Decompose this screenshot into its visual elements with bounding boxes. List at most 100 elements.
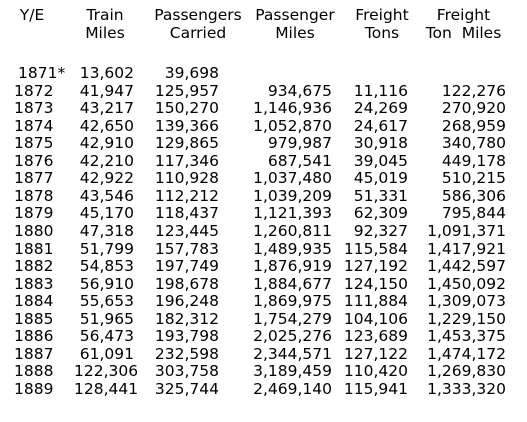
cell-train-miles: 45,170 (79, 204, 134, 223)
cell-passenger-miles: 1,754,279 (253, 309, 332, 328)
cell-year: 1886 (14, 327, 54, 346)
cell-train-miles: 54,853 (79, 257, 134, 276)
cell-train-miles: 51,965 (79, 309, 134, 328)
cell-year: 1882 (14, 257, 54, 276)
cell-year: 1880 (14, 221, 54, 240)
header-train-miles: Train Miles (85, 6, 125, 42)
cell-train-miles: 61,091 (79, 344, 134, 363)
cell-year: 1889 (14, 379, 54, 398)
cell-year: 1878 (14, 186, 54, 205)
cell-passenger-miles: 1,260,811 (253, 221, 332, 240)
cell-train-miles: 51,799 (79, 239, 134, 258)
cell-year: 1887 (14, 344, 54, 363)
cell-freight-tons: 127,122 (343, 344, 408, 363)
cell-freight-tons: 30,918 (353, 134, 408, 153)
cell-train-miles: 13,602 (79, 64, 134, 82)
cell-freight-tons: 115,584 (343, 239, 408, 258)
cell-year: 1873 (14, 99, 54, 118)
cell-passengers-carried: 197,749 (154, 257, 219, 276)
cell-year: 1877 (14, 169, 54, 188)
cell-freight-tons: 39,045 (353, 151, 408, 170)
cell-year: 1875 (14, 134, 54, 153)
cell-passenger-miles: 1,037,480 (253, 169, 332, 188)
cell-year: 1874 (14, 116, 54, 135)
cell-freight-tons: 45,019 (353, 169, 408, 188)
cell-passengers-carried: 157,783 (154, 239, 219, 258)
cell-passengers-carried: 303,758 (154, 362, 219, 381)
cell-freight-tons: 104,106 (343, 309, 408, 328)
cell-train-miles: 42,650 (79, 116, 134, 135)
cell-passenger-miles: 1,052,870 (253, 116, 332, 135)
cell-freight-tons: 124,150 (343, 274, 408, 293)
cell-year: 1872 (14, 81, 54, 100)
cell-freight-ton-miles: 1,229,150 (427, 309, 506, 328)
cell-passengers-carried: 232,598 (154, 344, 219, 363)
cell-year: 1881 (14, 239, 54, 258)
cell-passengers-carried: 182,312 (154, 309, 219, 328)
cell-freight-tons: 92,327 (353, 221, 408, 240)
cell-freight-ton-miles: 1,309,073 (427, 292, 506, 311)
cell-passengers-carried: 125,957 (154, 81, 219, 100)
cell-passengers-carried: 139,366 (154, 116, 219, 135)
cell-passenger-miles: 1,869,975 (253, 292, 332, 311)
cell-passenger-miles: 934,675 (267, 81, 332, 100)
cell-train-miles: 42,922 (79, 169, 134, 188)
cell-passenger-miles: 2,469,140 (253, 379, 332, 398)
cell-freight-tons: 123,689 (343, 327, 408, 346)
cell-freight-tons: 62,309 (353, 204, 408, 223)
cell-passengers-carried: 112,212 (154, 186, 219, 205)
cell-passengers-carried: 150,270 (154, 99, 219, 118)
cell-freight-ton-miles: 340,780 (441, 134, 506, 153)
cell-passengers-carried: 129,865 (154, 134, 219, 153)
cell-passengers-carried: 118,437 (154, 204, 219, 223)
cell-passengers-carried: 325,744 (154, 379, 219, 398)
cell-freight-tons: 127,192 (343, 257, 408, 276)
cell-freight-tons: 24,269 (353, 99, 408, 118)
cell-year: 1885 (14, 309, 54, 328)
cell-passenger-miles: 1,489,935 (253, 239, 332, 258)
cell-freight-tons: 115,941 (343, 379, 408, 398)
cell-freight-ton-miles: 1,269,830 (427, 362, 506, 381)
cell-freight-ton-miles: 1,091,371 (427, 221, 506, 240)
cell-train-miles: 43,546 (79, 186, 134, 205)
cell-train-miles: 41,947 (79, 81, 134, 100)
cell-year: 1879 (14, 204, 54, 223)
cell-passenger-miles: 979,987 (267, 134, 332, 153)
cell-freight-tons: 11,116 (353, 81, 408, 100)
cell-passengers-carried: 123,445 (154, 221, 219, 240)
cell-freight-ton-miles: 270,920 (441, 99, 506, 118)
cell-passenger-miles: 2,344,571 (253, 344, 332, 363)
cell-year: 1883 (14, 274, 54, 293)
cell-freight-ton-miles: 510,215 (441, 169, 506, 188)
cell-train-miles: 122,306 (74, 362, 139, 381)
header-freight-ton-miles: Freight Ton Miles (425, 6, 502, 42)
cell-freight-tons: 110,420 (343, 362, 408, 381)
cell-passenger-miles: 687,541 (267, 151, 332, 170)
cell-passengers-carried: 110,928 (154, 169, 219, 188)
cell-passengers-carried: 117,346 (154, 151, 219, 170)
cell-freight-ton-miles: 122,276 (441, 81, 506, 100)
cell-passenger-miles: 1,121,393 (253, 204, 332, 223)
header-freight-tons: Freight Tons (355, 6, 409, 42)
cell-year: 1888 (14, 362, 54, 381)
cell-year: 1871* (18, 64, 66, 82)
cell-freight-tons: 24,617 (353, 116, 408, 135)
cell-passenger-miles: 1,146,936 (253, 99, 332, 118)
cell-train-miles: 128,441 (74, 379, 139, 398)
cell-passengers-carried: 196,248 (154, 292, 219, 311)
header-year: Y/E (19, 6, 45, 24)
cell-train-miles: 42,910 (79, 134, 134, 153)
header-passengers-carried: Passengers Carried (154, 6, 242, 42)
cell-passenger-miles: 2,025,276 (253, 327, 332, 346)
cell-freight-ton-miles: 1,474,172 (427, 344, 506, 363)
cell-passenger-miles: 1,884,677 (253, 274, 332, 293)
cell-passengers-carried: 39,698 (164, 64, 219, 82)
cell-freight-ton-miles: 1,442,597 (427, 257, 506, 276)
cell-freight-ton-miles: 268,959 (441, 116, 506, 135)
cell-passenger-miles: 1,876,919 (253, 257, 332, 276)
cell-passengers-carried: 198,678 (154, 274, 219, 293)
cell-freight-ton-miles: 1,450,092 (427, 274, 506, 293)
cell-freight-ton-miles: 1,333,320 (427, 379, 506, 398)
cell-freight-ton-miles: 1,453,375 (427, 327, 506, 346)
